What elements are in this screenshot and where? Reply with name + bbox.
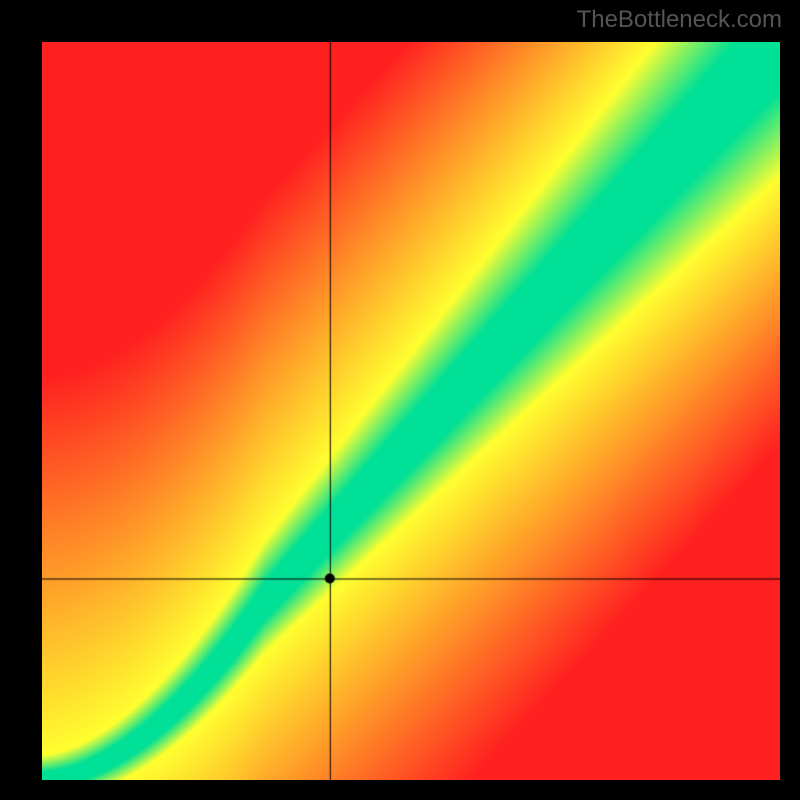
bottleneck-heatmap [42,42,780,780]
bottleneck-plot-frame: TheBottleneck.com [0,0,800,800]
watermark-text: TheBottleneck.com [577,6,782,34]
